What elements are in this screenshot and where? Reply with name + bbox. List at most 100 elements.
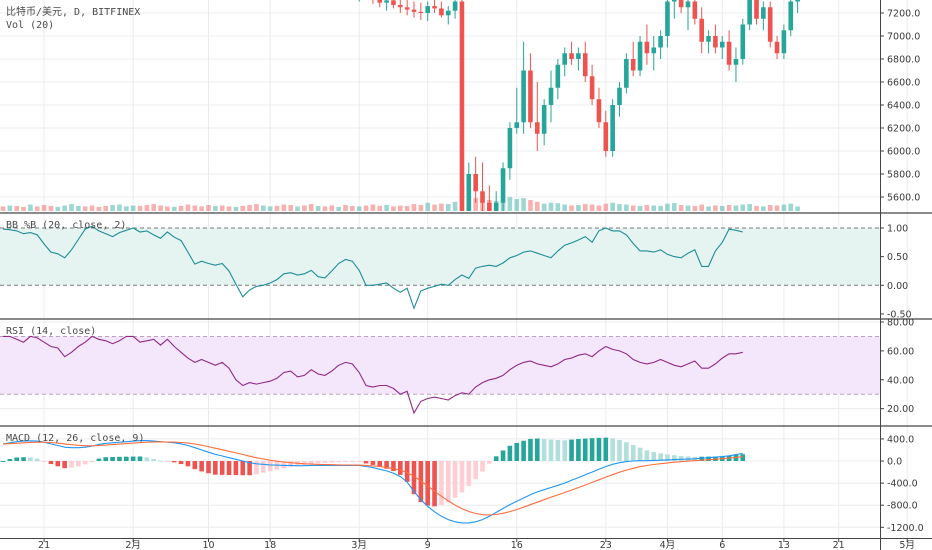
macd-histogram-bar <box>672 455 677 461</box>
price-tick-label: 7000.0 <box>887 32 920 43</box>
candle-body <box>672 0 677 2</box>
bb-percent-series[interactable] <box>2 225 743 310</box>
candle-body <box>377 0 383 3</box>
price-tick-label: 400.0 <box>887 434 914 445</box>
macd-histogram-bar <box>171 461 177 463</box>
volume-bar <box>0 206 6 211</box>
volume-bar <box>596 205 602 211</box>
macd-histogram-bar <box>144 457 150 461</box>
candle-body <box>411 9 417 12</box>
volume-bar <box>398 205 403 211</box>
candle-body <box>733 59 739 65</box>
macd-histogram-bar <box>617 440 622 461</box>
volume-bar <box>151 204 156 211</box>
macd-histogram-bar <box>356 461 362 462</box>
volume-bar <box>582 204 588 211</box>
macd-histogram-bar <box>247 461 252 476</box>
chart-title: 比特币/美元, D, BITFINEX <box>6 5 140 18</box>
candle-body <box>480 191 485 203</box>
macd-histogram-bar <box>651 452 657 461</box>
volume-bar <box>644 205 650 211</box>
macd-histogram-bar <box>665 454 670 461</box>
time-tick-label: 16 <box>511 540 523 550</box>
volume-bar <box>343 205 348 211</box>
macd-histogram-bar <box>336 461 341 463</box>
volume-bar <box>404 205 410 211</box>
macd-histogram-bar <box>658 453 663 461</box>
macd-histogram-bar <box>377 461 383 468</box>
volume-bar <box>21 206 26 211</box>
macd-histogram-bar <box>480 461 485 472</box>
macd-histogram-bar <box>69 461 74 468</box>
price-tick-label: 7200.0 <box>887 9 920 20</box>
volume-bar <box>624 204 629 211</box>
macd-histogram-bar <box>404 461 410 482</box>
macd-histogram-bar <box>630 445 636 461</box>
macd-histogram-bar <box>158 460 163 462</box>
candle-body <box>582 53 588 77</box>
candle-body <box>528 70 533 123</box>
candlestick-series[interactable] <box>1 0 800 211</box>
candle-body <box>795 0 800 2</box>
volume-bar <box>206 205 211 211</box>
macd-histogram-bar <box>466 461 472 487</box>
price-tick-label: 1.00 <box>887 224 908 235</box>
candle-body <box>754 0 759 19</box>
volume-bar <box>651 205 657 211</box>
volume-bar <box>76 205 81 211</box>
candle-body <box>493 202 499 211</box>
volume-bar <box>747 204 752 211</box>
volume-bar <box>185 204 191 211</box>
volume-bar <box>569 205 574 211</box>
macd-histogram-bar <box>213 461 218 475</box>
volume-bar <box>219 205 225 211</box>
time-tick-label: 4月 <box>660 540 676 550</box>
volume-bar <box>425 202 430 211</box>
candle-body <box>692 1 698 19</box>
candle-body <box>398 4 403 8</box>
macd-histogram-bar <box>96 458 102 461</box>
candle-body <box>637 41 643 71</box>
bb-band-fill <box>0 228 880 286</box>
time-tick-label: 2月 <box>125 540 141 550</box>
macd-histogram-bar <box>261 461 266 473</box>
volume-bar <box>432 204 437 211</box>
macd-histogram-bar <box>82 461 88 465</box>
volume-bar <box>34 206 40 211</box>
candle-body <box>445 10 451 16</box>
volume-bar <box>795 206 800 211</box>
macd-histogram-bar <box>254 461 259 475</box>
candle-body <box>603 122 609 151</box>
volume-bar <box>233 206 239 211</box>
volume-bar <box>658 205 663 211</box>
volume-bar <box>329 205 335 211</box>
time-axis[interactable]: 21 2月 10 18 3月 9 16 23 4月 6 13 21 5月 <box>38 538 915 550</box>
time-tick-label: 23 <box>600 540 612 550</box>
indicator-bands <box>0 227 880 395</box>
macd-histogram-bar <box>521 440 526 461</box>
volume-bar <box>69 204 74 211</box>
macd-histogram-bar <box>432 461 437 507</box>
macd-series[interactable] <box>0 437 746 524</box>
volume-bar <box>576 205 581 211</box>
macd-histogram-bar <box>89 461 95 462</box>
macd-histogram-bar <box>48 461 54 464</box>
macd-histogram-bar <box>370 461 376 465</box>
macd-histogram-bar <box>62 461 67 469</box>
macd-histogram-bar <box>624 442 629 461</box>
rsi-series[interactable] <box>3 335 743 415</box>
candle-body <box>562 53 567 65</box>
macd-histogram-bar <box>439 461 444 506</box>
macd-histogram-bar <box>110 456 115 461</box>
volume-bar <box>521 198 526 211</box>
price-axis[interactable]: 7200.0 7000.0 6800.0 6600.0 6400.0 6200.0 6000… <box>880 9 924 534</box>
volume-bar <box>110 205 115 211</box>
macd-histogram-bar <box>582 438 588 461</box>
rsi-line <box>3 335 743 415</box>
candle-body <box>384 0 389 3</box>
macd-histogram-bar <box>28 457 33 461</box>
macd-histogram-bar <box>541 439 547 461</box>
time-tick-label: 9 <box>425 540 431 550</box>
